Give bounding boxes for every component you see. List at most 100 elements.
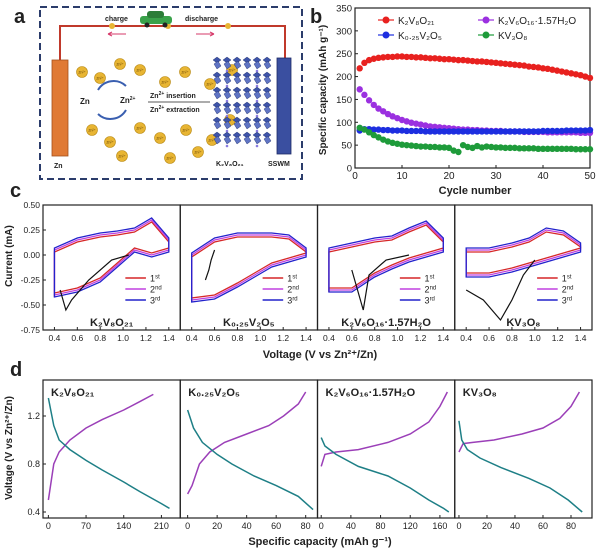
vo-polyhedron bbox=[213, 75, 222, 85]
data-point bbox=[431, 143, 439, 151]
data-point bbox=[403, 127, 410, 135]
x-axis-label: Cycle number bbox=[439, 185, 512, 197]
data-point bbox=[586, 146, 594, 153]
cv-initial-curve bbox=[351, 254, 410, 311]
subplot-label: K₀.₂₅V₂O₅ bbox=[188, 387, 240, 399]
insertion-label: Zn2+ insertion bbox=[150, 91, 196, 100]
vo-polyhedron bbox=[242, 116, 252, 124]
data-point bbox=[398, 53, 406, 60]
vo-polyhedron bbox=[233, 60, 242, 70]
y-tick-label: 0.8 bbox=[27, 459, 40, 469]
data-point bbox=[365, 97, 373, 104]
legend-entry: 2nd bbox=[287, 285, 299, 295]
x-tick-label: 0 bbox=[319, 521, 324, 531]
zn-ion-icon bbox=[179, 66, 191, 78]
vo-polyhedron bbox=[263, 60, 272, 70]
subplot-label: K₀.₂₅V₂O₅ bbox=[223, 317, 275, 329]
data-point bbox=[450, 128, 457, 135]
cathode-label: K₂V₈O₂₁ bbox=[216, 161, 244, 168]
vo-polyhedron bbox=[253, 75, 262, 85]
data-point bbox=[365, 129, 373, 136]
zn-ion-icon bbox=[86, 124, 98, 136]
plot-frame bbox=[42, 379, 181, 519]
k-ion bbox=[225, 69, 229, 73]
data-point bbox=[384, 126, 392, 134]
data-point bbox=[380, 108, 387, 115]
data-point bbox=[459, 128, 467, 135]
vo-polyhedron bbox=[262, 71, 272, 79]
zn-ion-text: Zn²⁺ bbox=[96, 77, 103, 81]
zn-ion-text: Zn²⁺ bbox=[106, 141, 113, 145]
vo-polyhedron bbox=[213, 135, 222, 145]
k2v8o21-cathode-structure bbox=[212, 56, 272, 148]
vo-polyhedron bbox=[242, 56, 252, 64]
legend-marker bbox=[382, 16, 390, 24]
k-ion bbox=[255, 144, 259, 148]
vo-polyhedron bbox=[242, 131, 252, 139]
legend-entry: K₀.₂₅V₂O₅ bbox=[398, 31, 442, 42]
k-ion bbox=[255, 69, 259, 73]
subplot-label: K₂V₈O₂₁ bbox=[51, 387, 95, 399]
data-point bbox=[389, 53, 396, 61]
y-tick-label: 0 bbox=[347, 164, 352, 175]
zn-ion-text: Zn²⁺ bbox=[118, 155, 125, 159]
legend-marker bbox=[482, 16, 490, 24]
data-point bbox=[558, 127, 565, 135]
zn-ion-text: Zn²⁺ bbox=[88, 129, 95, 133]
vo-polyhedron bbox=[222, 86, 232, 94]
vo-polyhedron bbox=[242, 71, 252, 79]
x-tick-label: 1.4 bbox=[163, 333, 175, 343]
data-point bbox=[408, 142, 415, 149]
data-point bbox=[586, 126, 594, 134]
vo-polyhedron bbox=[232, 56, 242, 64]
vo-polyhedron bbox=[222, 116, 232, 124]
data-point bbox=[572, 127, 580, 134]
zn-ion-icon bbox=[76, 66, 88, 78]
legend-entry: 1st bbox=[425, 274, 435, 284]
x-tick-label: 0 bbox=[46, 521, 51, 531]
vo-polyhedron bbox=[232, 71, 242, 79]
y-tick-label: 350 bbox=[336, 4, 352, 15]
vo-polyhedron bbox=[263, 90, 272, 100]
data-point bbox=[492, 144, 500, 151]
vo-polyhedron bbox=[253, 105, 262, 115]
k-ion bbox=[225, 99, 229, 103]
vo-polyhedron bbox=[222, 56, 232, 64]
k-ion bbox=[225, 129, 229, 133]
cv-plots: 0.4 0.6 0.8 1.0 1.2 1.4 -0.75 -0.50 -0.25 0.00 0.2… bbox=[21, 200, 593, 343]
subplot-label: K₂V₆O₁₆·1.57H₂O bbox=[326, 387, 416, 399]
data-point bbox=[441, 56, 448, 63]
data-point bbox=[474, 58, 481, 65]
sswm-electrode bbox=[276, 57, 292, 155]
vo-polyhedron bbox=[222, 101, 232, 109]
data-point bbox=[417, 143, 424, 150]
vo-polyhedron bbox=[233, 75, 242, 85]
data-point bbox=[568, 127, 575, 134]
cv-curve bbox=[53, 217, 170, 298]
data-point bbox=[422, 143, 429, 150]
gcd-plots: 0 70 140 210 0.4 0.8 1.2 K₂V₈O₂₁ 0 20 40 60 80 K₀.₂₅V… bbox=[27, 379, 593, 531]
data-point bbox=[450, 56, 457, 63]
data-point bbox=[398, 141, 406, 148]
x-tick-label: 0.8 bbox=[369, 333, 381, 343]
gcd-subplot: 0 20 40 60 80 KV₃O₈ bbox=[454, 379, 593, 531]
plot-frame bbox=[316, 379, 456, 519]
x-tick-label: 0.6 bbox=[483, 333, 495, 343]
data-point bbox=[431, 123, 439, 131]
subplot-label: KV₃O₈ bbox=[463, 387, 497, 399]
discharge-curve bbox=[320, 437, 450, 513]
data-point bbox=[455, 148, 462, 156]
legend-entry: 3rd bbox=[150, 296, 160, 306]
vo-polyhedron bbox=[232, 116, 242, 124]
zn-ion-text: Zn²⁺ bbox=[181, 71, 188, 75]
data-point bbox=[464, 57, 471, 64]
vo-polyhedron bbox=[212, 86, 222, 94]
wire-node bbox=[225, 23, 231, 29]
data-point bbox=[422, 54, 429, 62]
x-tick-label: 80 bbox=[301, 521, 311, 531]
legend-entry: K₂V₈O₂₁ bbox=[398, 16, 435, 27]
charge-curve bbox=[458, 391, 581, 453]
gcd-subplot: 0 40 80 120 160 K₂V₆O₁₆·1.57H₂O bbox=[316, 379, 456, 531]
x-tick-label: 1.2 bbox=[552, 333, 564, 343]
